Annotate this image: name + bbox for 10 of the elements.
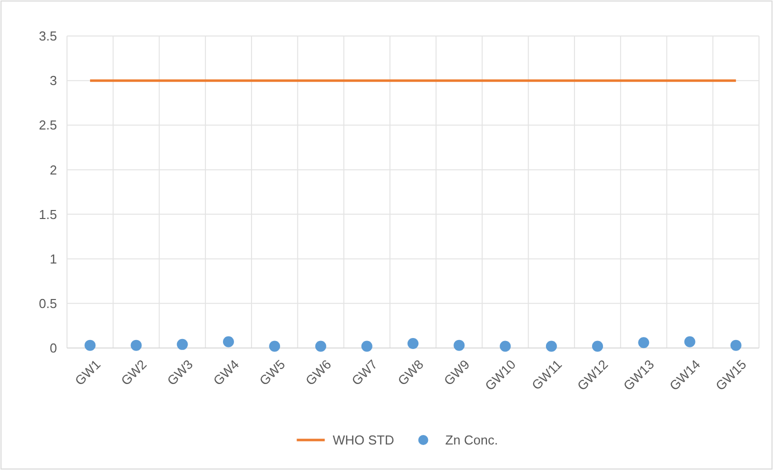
- y-tick-label: 3.5: [38, 28, 57, 44]
- legend-label: Zn Conc.: [445, 432, 498, 448]
- y-tick-label: 0: [50, 340, 57, 356]
- y-tick-label: 0.5: [38, 296, 57, 311]
- y-tick-label: 1.5: [38, 206, 57, 222]
- y-tick-label: 2.5: [38, 118, 57, 133]
- legend-label: WHO STD: [332, 432, 394, 448]
- y-tick-label: 2: [50, 162, 57, 178]
- y-tick-label: 1: [50, 251, 57, 266]
- y-tick-label: 3: [50, 73, 57, 88]
